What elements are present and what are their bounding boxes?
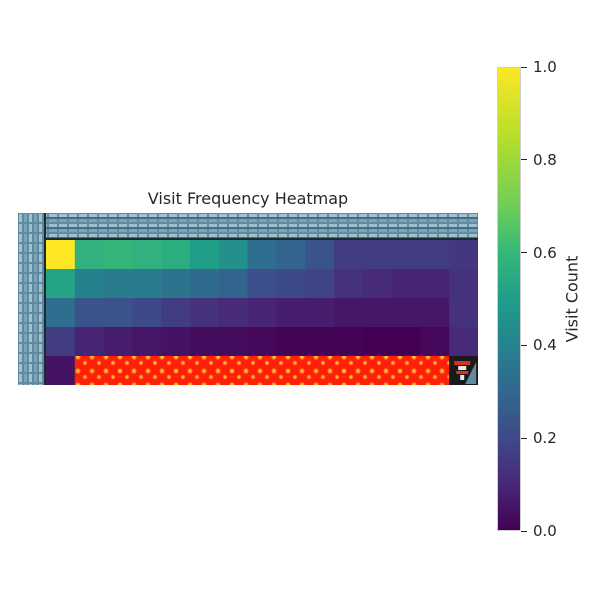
heatmap-cell <box>334 298 364 328</box>
heatmap-cell <box>190 240 220 270</box>
colorbar-tick <box>521 67 527 68</box>
heatmap-cell <box>420 240 450 270</box>
heatmap-cell <box>103 298 133 328</box>
gridworld-scene <box>18 213 478 385</box>
heatmap-cell <box>449 240 478 270</box>
heatmap-cell <box>74 269 105 299</box>
heatmap-cell <box>161 327 191 357</box>
heatmap-cell <box>161 298 191 328</box>
heatmap-cell <box>420 269 450 299</box>
colorbar-tick-label: 1.0 <box>533 58 557 76</box>
heatmap-cell <box>449 327 478 357</box>
wall-left <box>18 213 46 385</box>
heatmap-cell <box>276 298 306 328</box>
heatmap-cell <box>132 327 162 357</box>
heatmap-cell <box>334 240 364 270</box>
heatmap-cell <box>391 298 421 328</box>
heatmap-cell <box>305 269 335 299</box>
heatmap-cell <box>190 327 220 357</box>
colorbar-label: Visit Count <box>562 255 582 343</box>
scene-overlay <box>46 356 478 385</box>
heatmap-cell <box>103 327 133 357</box>
heatmap-cell <box>362 240 393 270</box>
heatmap-cell <box>391 269 421 299</box>
heatmap-cell <box>362 327 393 357</box>
heatmap-cell <box>247 298 277 328</box>
heatmap-cell <box>334 269 364 299</box>
heatmap-cell <box>161 269 191 299</box>
heatmap-cell <box>46 269 76 299</box>
colorbar-tick <box>521 159 527 160</box>
heatmap-cell <box>449 269 478 299</box>
heatmap-cell <box>305 240 335 270</box>
heatmap-cell <box>334 327 364 357</box>
colorbar-tick <box>521 438 527 439</box>
heatmap-cell <box>218 269 249 299</box>
heatmap-cell <box>247 327 277 357</box>
colorbar-tick <box>521 531 527 532</box>
colorbar-tick-label: 0.8 <box>533 151 557 169</box>
wall-top <box>18 213 478 240</box>
heatmap-cell <box>74 240 105 270</box>
heatmap-cell <box>420 327 450 357</box>
heatmap-cell <box>132 240 162 270</box>
heatmap-cell <box>362 269 393 299</box>
colorbar-tick <box>521 345 527 346</box>
heatmap-cell <box>190 269 220 299</box>
heatmap-cell <box>247 269 277 299</box>
heatmap-cell <box>161 240 191 270</box>
heatmap-cell <box>46 327 76 357</box>
heatmap-cell <box>276 240 306 270</box>
colorbar-tick-label: 0.6 <box>533 244 557 262</box>
heatmap-cell <box>132 298 162 328</box>
colorbar-tick <box>521 252 527 253</box>
heatmap-cell <box>362 298 393 328</box>
heatmap-cell <box>103 269 133 299</box>
heatmap-cells <box>46 240 478 357</box>
lava-strip <box>74 356 450 385</box>
heatmap-cell <box>218 298 249 328</box>
heatmap-cell <box>305 327 335 357</box>
colorbar <box>497 67 521 531</box>
goal-icon <box>449 356 478 385</box>
heatmap-cell <box>46 240 76 270</box>
heatmap-cell <box>305 298 335 328</box>
colorbar-tick-label: 0.4 <box>533 336 557 354</box>
heatmap-cell <box>46 298 76 328</box>
heatmap-cell <box>276 327 306 357</box>
heatmap-cell <box>103 240 133 270</box>
heatmap-cell <box>391 327 421 357</box>
chart-title: Visit Frequency Heatmap <box>147 189 349 208</box>
heatmap-cell <box>74 298 105 328</box>
heatmap-cell <box>190 298 220 328</box>
heatmap-cell <box>391 240 421 270</box>
gridworld-canvas <box>18 213 478 385</box>
heatmap-cell <box>218 240 249 270</box>
start-cell <box>46 356 75 385</box>
heatmap-cell <box>74 327 105 357</box>
heatmap-cell <box>218 327 249 357</box>
colorbar-tick-label: 0.2 <box>533 429 557 447</box>
heatmap-cell <box>132 269 162 299</box>
colorbar-tick-label: 0.0 <box>533 522 557 540</box>
heatmap-cell <box>449 298 478 328</box>
heatmap-cell <box>276 269 306 299</box>
heatmap-cell <box>247 240 277 270</box>
heatmap-cell <box>420 298 450 328</box>
